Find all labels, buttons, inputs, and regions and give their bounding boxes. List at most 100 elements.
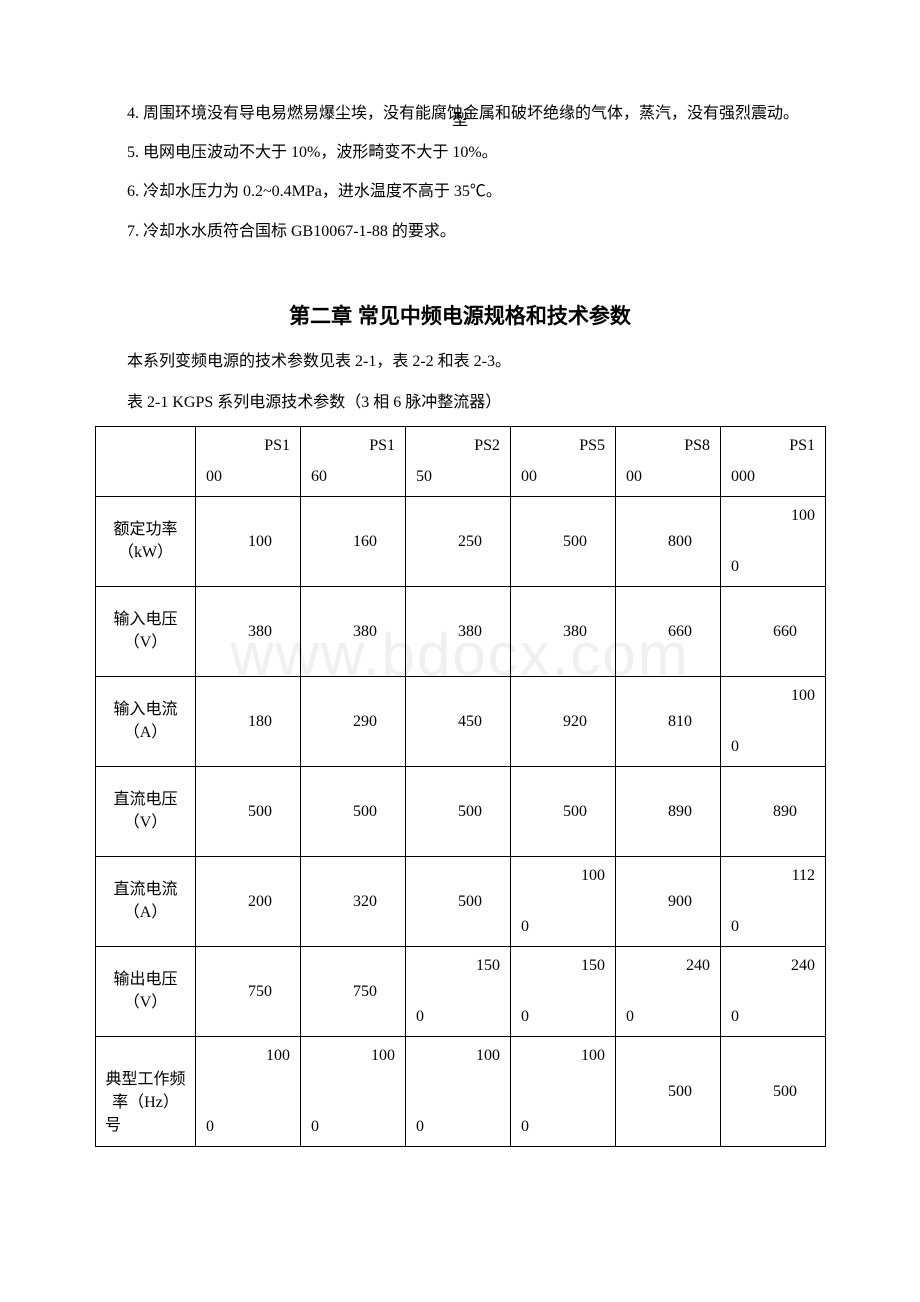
cell-value: 290 bbox=[309, 713, 397, 731]
value-cell: 1500 bbox=[511, 947, 616, 1037]
param-cell: 直流电压（V） bbox=[96, 767, 196, 857]
cell-top: 100 bbox=[791, 687, 815, 705]
paragraph-5: 5. 电网电压波动不大于 10%，波形畸变不大于 10%。 bbox=[95, 139, 825, 166]
cell-value: 450 bbox=[414, 713, 502, 731]
intro-text: 本系列变频电源的技术参数见表 2-1，表 2-2 和表 2-3。 bbox=[95, 348, 825, 375]
cell-top: 100 bbox=[581, 1047, 605, 1065]
value-cell: 800 bbox=[616, 497, 721, 587]
cell-top: 100 bbox=[581, 867, 605, 885]
cell-value: 100 bbox=[204, 533, 292, 551]
cell-bot: 0 bbox=[416, 1008, 424, 1026]
table-caption: 表 2-1 KGPS 系列电源技术参数（3 相 6 脉冲整流器） bbox=[95, 389, 825, 416]
value-cell: 1000 bbox=[511, 857, 616, 947]
header-top: PS1 bbox=[789, 437, 815, 455]
header-cell: PS250 bbox=[406, 427, 511, 497]
value-cell: 890 bbox=[616, 767, 721, 857]
cell-value: 500 bbox=[309, 803, 397, 821]
cell-value: 920 bbox=[519, 713, 607, 731]
header-label-cell: 型 号 bbox=[96, 427, 196, 497]
cell-top: 100 bbox=[476, 1047, 500, 1065]
header-cell: PS1 60 bbox=[301, 427, 406, 497]
hlabel-top: 型 bbox=[452, 110, 468, 132]
param-cell: 直流电流（A） bbox=[96, 857, 196, 947]
value-cell: 1000 bbox=[511, 1037, 616, 1147]
cell-value: 500 bbox=[729, 1083, 817, 1101]
cell-bot: 0 bbox=[731, 918, 739, 936]
cell-value: 750 bbox=[309, 983, 397, 1001]
value-cell: 660 bbox=[721, 587, 826, 677]
value-cell: 290 bbox=[301, 677, 406, 767]
cell-value: 380 bbox=[519, 623, 607, 641]
value-cell: 380 bbox=[511, 587, 616, 677]
header-bot: 00 bbox=[521, 468, 537, 486]
cell-top: 100 bbox=[371, 1047, 395, 1065]
cell-bot: 0 bbox=[206, 1118, 214, 1136]
value-cell: 200 bbox=[196, 857, 301, 947]
value-cell: 1500 bbox=[406, 947, 511, 1037]
cell-value: 500 bbox=[519, 803, 607, 821]
cell-value: 320 bbox=[309, 893, 397, 911]
header-bot: 00 bbox=[206, 468, 222, 486]
param-cell: 输入电流（A） bbox=[96, 677, 196, 767]
cell-bot: 0 bbox=[731, 738, 739, 756]
cell-bot: 0 bbox=[731, 1008, 739, 1026]
cell-value: 380 bbox=[309, 623, 397, 641]
value-cell: 112 0 bbox=[721, 857, 826, 947]
value-cell: 450 bbox=[406, 677, 511, 767]
value-cell: 180 bbox=[196, 677, 301, 767]
param-cell: 输入电压（V） bbox=[96, 587, 196, 677]
value-cell: 100 0 bbox=[406, 1037, 511, 1147]
value-cell: 660 bbox=[616, 587, 721, 677]
header-cell: PS500 bbox=[511, 427, 616, 497]
value-cell: 500 bbox=[406, 767, 511, 857]
hlabel-bot: 号 bbox=[105, 1115, 121, 1137]
header-top: PS2 bbox=[474, 437, 500, 455]
table-row: 输出电压（V）7507501500150024002400 bbox=[96, 947, 826, 1037]
header-top: PS1 bbox=[369, 437, 395, 455]
cell-value: 800 bbox=[624, 533, 712, 551]
param-cell: 输出电压（V） bbox=[96, 947, 196, 1037]
table-row: 输入电压（V） 380 380 380 380 660 660 bbox=[96, 587, 826, 677]
header-cell: PS1 000 bbox=[721, 427, 826, 497]
cell-top: 100 bbox=[266, 1047, 290, 1065]
value-cell: 380 bbox=[406, 587, 511, 677]
cell-bot: 0 bbox=[416, 1118, 424, 1136]
cell-value: 810 bbox=[624, 713, 712, 731]
paragraph-6: 6. 冷却水压力为 0.2~0.4MPa，进水温度不高于 35℃。 bbox=[95, 178, 825, 205]
header-bot: 000 bbox=[731, 468, 755, 486]
header-top: PS8 bbox=[684, 437, 710, 455]
cell-value: 200 bbox=[204, 893, 292, 911]
value-cell: 920 bbox=[511, 677, 616, 767]
value-cell: 320 bbox=[301, 857, 406, 947]
cell-value: 500 bbox=[414, 803, 502, 821]
cell-value: 660 bbox=[624, 623, 712, 641]
value-cell: 750 bbox=[301, 947, 406, 1037]
header-bot: 60 bbox=[311, 468, 327, 486]
value-cell: 500 bbox=[301, 767, 406, 857]
param-cell: 额定功率（kW） bbox=[96, 497, 196, 587]
table-row: 直流电压（V）500500500500890890 bbox=[96, 767, 826, 857]
cell-value: 750 bbox=[204, 983, 292, 1001]
cell-value: 890 bbox=[729, 803, 817, 821]
cell-value: 900 bbox=[624, 893, 712, 911]
cell-value: 380 bbox=[204, 623, 292, 641]
table-row: 直流电流（A） 200 320 5001000 900 112 0 bbox=[96, 857, 826, 947]
cell-value: 660 bbox=[729, 623, 817, 641]
cell-value: 500 bbox=[519, 533, 607, 551]
value-cell: 810 bbox=[616, 677, 721, 767]
cell-bot: 0 bbox=[521, 1008, 529, 1026]
cell-top: 112 bbox=[792, 867, 815, 885]
table-header-row: 型 号 PS100 PS160 PS250 PS500 PS800 PS1000 bbox=[96, 427, 826, 497]
cell-value: 180 bbox=[204, 713, 292, 731]
value-cell: 2400 bbox=[616, 947, 721, 1037]
chapter-title: 第二章 常见中频电源规格和技术参数 bbox=[95, 300, 825, 330]
header-cell: PS800 bbox=[616, 427, 721, 497]
value-cell: 500 bbox=[721, 1037, 826, 1147]
table-row: 典型工作频率（Hz）1000100010001000500500 bbox=[96, 1037, 826, 1147]
value-cell: 2400 bbox=[721, 947, 826, 1037]
value-cell: 100 bbox=[196, 497, 301, 587]
value-cell: 500 bbox=[406, 857, 511, 947]
cell-value: 500 bbox=[624, 1083, 712, 1101]
value-cell: 500 bbox=[511, 497, 616, 587]
value-cell: 750 bbox=[196, 947, 301, 1037]
